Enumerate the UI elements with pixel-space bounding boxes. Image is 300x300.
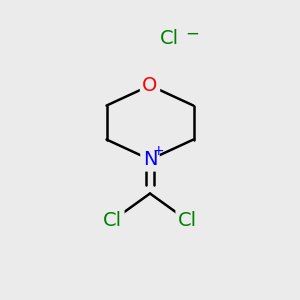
Text: Cl: Cl bbox=[160, 29, 179, 49]
Text: +: + bbox=[153, 144, 164, 158]
Text: N: N bbox=[143, 150, 157, 169]
Text: Cl: Cl bbox=[103, 211, 122, 230]
Text: −: − bbox=[185, 25, 199, 43]
Text: O: O bbox=[142, 76, 158, 95]
Text: Cl: Cl bbox=[178, 211, 197, 230]
